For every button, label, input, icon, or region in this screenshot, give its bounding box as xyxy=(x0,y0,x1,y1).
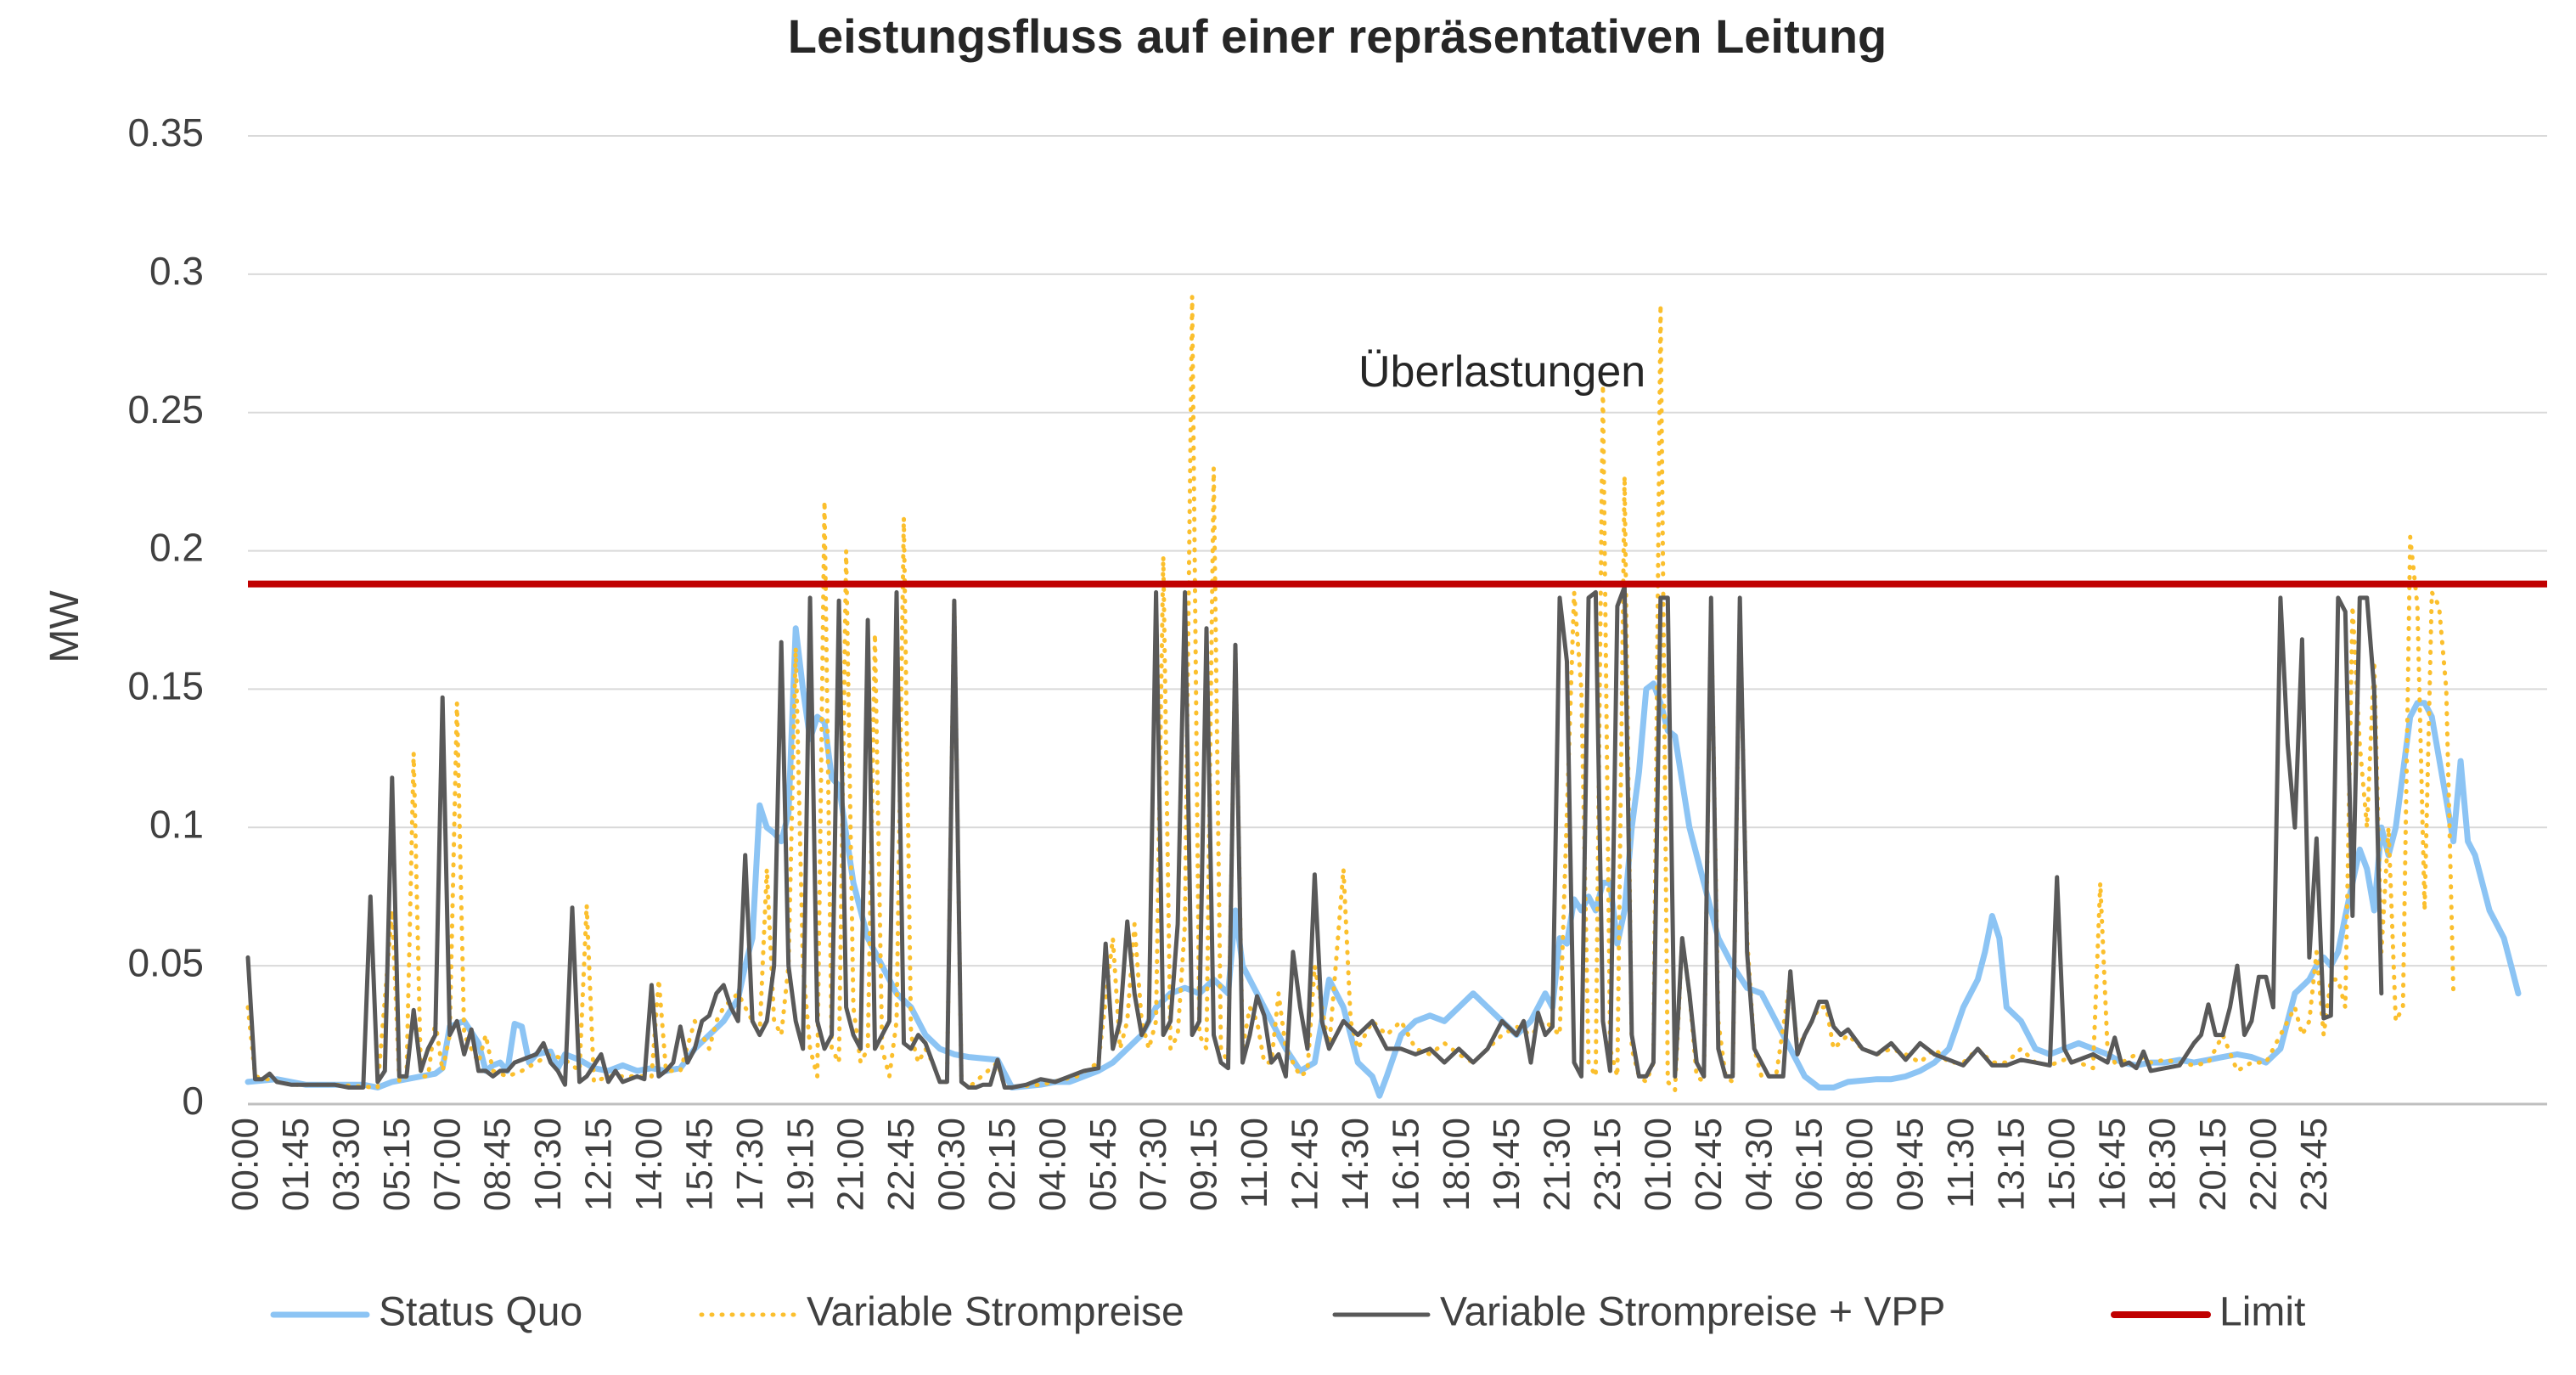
x-tick-label: 14:30 xyxy=(1335,1118,1376,1211)
x-tick-label: 13:15 xyxy=(1990,1118,2032,1211)
x-tick-label: 09:45 xyxy=(1890,1118,1932,1211)
y-tick-label: 0.35 xyxy=(127,110,204,155)
x-tick-label: 18:00 xyxy=(1436,1118,1477,1211)
x-tick-label: 04:30 xyxy=(1738,1118,1780,1211)
legend-label: Variable Strompreise + VPP xyxy=(1440,1290,1945,1335)
x-tick-label: 19:45 xyxy=(1486,1118,1527,1211)
x-tick-label: 07:30 xyxy=(1133,1118,1174,1211)
x-tick-label: 17:30 xyxy=(729,1118,771,1211)
series-lines xyxy=(245,294,2547,1099)
annotations: Überlastungen xyxy=(1358,347,1645,397)
gridlines xyxy=(248,135,2547,1106)
x-tick-label: 02:45 xyxy=(1688,1118,1730,1211)
y-tick-label: 0.25 xyxy=(127,387,204,431)
x-tick-label: 03:30 xyxy=(325,1118,367,1211)
x-tick-label: 10:30 xyxy=(527,1118,569,1211)
x-tick-label: 04:00 xyxy=(1032,1118,1073,1211)
legend: Status Quo Variable Strompreise Variable S… xyxy=(270,1290,2305,1335)
x-tick-label: 11:30 xyxy=(1940,1118,1982,1209)
chart-title: Leistungsfluss auf einer repräsentativen… xyxy=(788,9,1887,63)
x-tick-label: 02:15 xyxy=(981,1118,1023,1211)
x-tick-label: 20:15 xyxy=(2192,1118,2234,1211)
x-tick-label: 18:30 xyxy=(2142,1118,2184,1211)
y-tick-label: 0.2 xyxy=(149,526,204,570)
y-tick-label: 0.3 xyxy=(149,249,204,293)
x-tick-label: 12:45 xyxy=(1285,1118,1326,1211)
x-tick-label: 01:00 xyxy=(1637,1118,1679,1211)
legend-label: Limit xyxy=(2219,1290,2305,1335)
annotation-label: Überlastungen xyxy=(1358,347,1645,397)
x-tick-label: 01:45 xyxy=(275,1118,317,1211)
x-tick-label: 12:15 xyxy=(578,1118,620,1211)
x-tick-label: 23:15 xyxy=(1587,1118,1628,1211)
x-tick-label: 09:15 xyxy=(1184,1118,1225,1211)
x-tick-label: 15:45 xyxy=(678,1118,720,1211)
x-tick-label: 16:45 xyxy=(2091,1118,2133,1211)
y-tick-label: 0.05 xyxy=(127,940,204,984)
x-tick-label: 22:45 xyxy=(880,1118,922,1211)
x-tick-label: 19:15 xyxy=(779,1118,821,1211)
x-tick-label: 05:15 xyxy=(376,1118,418,1211)
x-tick-label: 00:30 xyxy=(931,1118,973,1211)
x-tick-label: 23:45 xyxy=(2293,1118,2335,1211)
y-axis-label: MW xyxy=(42,590,87,663)
series-line-status-quo xyxy=(245,625,2522,1099)
y-tick-label: 0.1 xyxy=(149,802,204,846)
x-tick-label: 08:00 xyxy=(1839,1118,1881,1211)
x-tick-label: 08:45 xyxy=(477,1118,519,1211)
x-tick-label: 14:00 xyxy=(628,1118,670,1211)
x-tick-label: 07:00 xyxy=(426,1118,468,1211)
x-tick-label: 21:30 xyxy=(1537,1118,1578,1211)
y-tick-label: 0 xyxy=(182,1079,204,1123)
x-tick-label: 16:15 xyxy=(1385,1118,1426,1211)
series-line-variable-strompreise xyxy=(245,294,2456,1093)
series-line-variable-strompreise-vpp xyxy=(245,584,2384,1090)
x-tick-label: 05:45 xyxy=(1083,1118,1124,1211)
y-tick-label: 0.15 xyxy=(127,664,204,708)
y-axis-ticks: 0 0.05 0.1 0.15 0.2 0.25 0.3 0.35 xyxy=(127,110,204,1123)
legend-label: Variable Strompreise xyxy=(807,1290,1184,1335)
x-tick-label: 06:15 xyxy=(1789,1118,1831,1211)
x-tick-label: 22:00 xyxy=(2243,1118,2285,1211)
x-tick-label: 11:00 xyxy=(1234,1118,1275,1209)
x-tick-label: 00:00 xyxy=(225,1118,267,1211)
x-tick-label: 15:00 xyxy=(2041,1118,2083,1211)
x-tick-label: 21:00 xyxy=(830,1118,872,1211)
legend-label: Status Quo xyxy=(379,1290,582,1335)
x-axis-ticks: 00:00 01:45 03:30 05:15 07:00 08:45 10:30 12:15… xyxy=(225,1118,2335,1211)
